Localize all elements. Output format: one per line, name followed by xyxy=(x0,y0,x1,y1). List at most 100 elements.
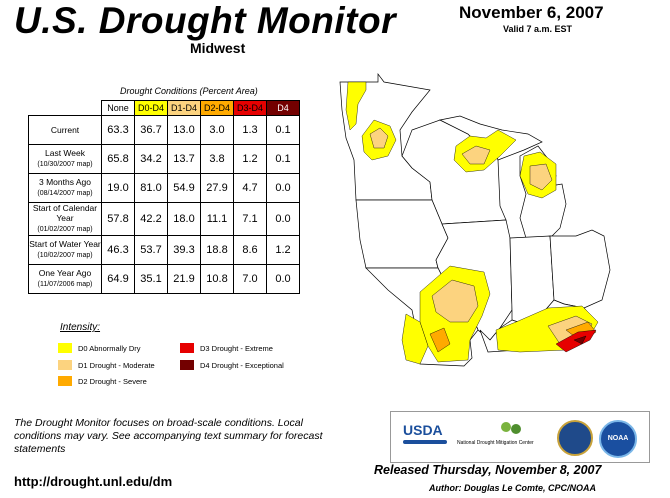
row-label: Last Week (10/30/2007 map) xyxy=(28,144,102,174)
legend-swatch xyxy=(58,360,72,370)
row-label: Current xyxy=(28,115,102,145)
row-label: 3 Months Ago (08/14/2007 map) xyxy=(28,173,102,203)
table-row-start-calendar-year: Start of Calendar Year (01/02/2007 map) 5… xyxy=(28,202,300,236)
d0-area-nw-minnesota xyxy=(345,81,367,131)
d2-area-missouri-illinois xyxy=(429,327,451,353)
cell-d2: 11.1 xyxy=(200,202,234,236)
header-none: None xyxy=(101,100,135,116)
legend-item-d3: D3 Drought - Extreme xyxy=(180,343,273,353)
cell-d2: 10.8 xyxy=(200,264,234,294)
disclaimer-note: The Drought Monitor focuses on broad-sca… xyxy=(14,417,323,455)
legend-title: Intensity: xyxy=(60,322,101,333)
table-row-current: Current 63.3 36.7 13.0 3.0 1.3 0.1 xyxy=(28,115,300,145)
legend-swatch xyxy=(58,376,72,386)
row-label: Start of Water Year (10/02/2007 map) xyxy=(28,235,102,265)
legend-swatch xyxy=(180,360,194,370)
cell-d1: 13.0 xyxy=(167,115,201,145)
row-label: One Year Ago (11/07/2006 map) xyxy=(28,264,102,294)
table-caption: Drought Conditions (Percent Area) xyxy=(120,86,258,96)
legend-item-d0: D0 Abnormally Dry xyxy=(58,343,141,353)
table-row-last-week: Last Week (10/30/2007 map) 65.8 34.2 13.7… xyxy=(28,144,300,174)
cell-d4: 0.0 xyxy=(266,202,300,236)
valid-time: Valid 7 a.m. EST xyxy=(503,24,573,34)
header-d2-d4: D2-D4 xyxy=(200,100,234,116)
cell-none: 63.3 xyxy=(101,115,135,145)
header-d3-d4: D3-D4 xyxy=(233,100,267,116)
cell-none: 64.9 xyxy=(101,264,135,294)
cell-d3: 1.3 xyxy=(233,115,267,145)
cell-d3: 7.1 xyxy=(233,202,267,236)
header-d1-d4: D1-D4 xyxy=(167,100,201,116)
legend-item-d4: D4 Drought - Exceptional xyxy=(180,360,284,370)
website-link[interactable]: http://drought.unl.edu/dm xyxy=(14,474,173,489)
cell-d2: 18.8 xyxy=(200,235,234,265)
cell-none: 19.0 xyxy=(101,173,135,203)
cell-d1: 21.9 xyxy=(167,264,201,294)
commerce-seal-icon xyxy=(557,420,593,456)
cell-d4: 0.0 xyxy=(266,264,300,294)
legend-item-d1: D1 Drought - Moderate xyxy=(58,360,155,370)
noaa-logo: NOAA xyxy=(599,420,637,458)
author-credit: Author: Douglas Le Comte, CPC/NOAA xyxy=(429,483,597,493)
d1-area-lower-michigan xyxy=(529,163,553,191)
cell-d1: 13.7 xyxy=(167,144,201,174)
cell-d0: 81.0 xyxy=(134,173,168,203)
cell-none: 65.8 xyxy=(101,144,135,174)
cell-d0: 35.1 xyxy=(134,264,168,294)
legend-label: D4 Drought - Exceptional xyxy=(200,360,284,370)
table-header-row: None D0-D4 D1-D4 D2-D4 D3-D4 D4 xyxy=(29,100,300,116)
cell-d0: 53.7 xyxy=(134,235,168,265)
legend-swatch xyxy=(180,343,194,353)
legend-label: D1 Drought - Moderate xyxy=(78,360,155,370)
cell-d1: 54.9 xyxy=(167,173,201,203)
d4-area-kentucky xyxy=(573,335,587,345)
d1-area-mn-wi xyxy=(369,127,389,149)
state-ohio xyxy=(549,229,611,309)
table-row-start-water-year: Start of Water Year (10/02/2007 map) 46.3… xyxy=(28,235,300,265)
page-title: U.S. Drought Monitor xyxy=(14,0,396,41)
cell-d4: 0.0 xyxy=(266,173,300,203)
cell-d0: 36.7 xyxy=(134,115,168,145)
cell-d3: 8.6 xyxy=(233,235,267,265)
legend-item-d2: D2 Drought - Severe xyxy=(58,376,147,386)
d1-area-up-michigan xyxy=(461,145,491,165)
row-label: Start of Calendar Year (01/02/2007 map) xyxy=(28,202,102,236)
legend-label: D0 Abnormally Dry xyxy=(78,343,141,353)
cell-d0: 42.2 xyxy=(134,202,168,236)
cell-d0: 34.2 xyxy=(134,144,168,174)
cell-d2: 3.8 xyxy=(200,144,234,174)
cell-d3: 1.2 xyxy=(233,144,267,174)
cell-none: 57.8 xyxy=(101,202,135,236)
region-label: Midwest xyxy=(190,40,246,56)
d1-area-missouri-illinois xyxy=(431,279,479,323)
legend-label: D2 Drought - Severe xyxy=(78,376,147,386)
usda-logo: USDA xyxy=(403,422,443,438)
d0-area-sw-missouri xyxy=(401,313,429,365)
cell-d2: 27.9 xyxy=(200,173,234,203)
logo-panel: USDA National Drought Mitigation Center … xyxy=(390,411,650,463)
usda-swoosh-icon xyxy=(403,440,447,444)
cell-d3: 7.0 xyxy=(233,264,267,294)
legend-label: D3 Drought - Extreme xyxy=(200,343,273,353)
midwest-drought-map xyxy=(339,72,611,367)
cell-d3: 4.7 xyxy=(233,173,267,203)
cell-d4: 0.1 xyxy=(266,144,300,174)
legend-swatch xyxy=(58,343,72,353)
table-corner xyxy=(29,101,102,116)
ndmc-tree-icon xyxy=(501,422,525,438)
table-row-3-months-ago: 3 Months Ago (08/14/2007 map) 19.0 81.0 5… xyxy=(28,173,300,203)
cell-d2: 3.0 xyxy=(200,115,234,145)
ndmc-logo: National Drought Mitigation Center xyxy=(457,440,534,446)
map-date: November 6, 2007 xyxy=(459,3,604,22)
header-d0-d4: D0-D4 xyxy=(134,100,168,116)
header-d4: D4 xyxy=(266,100,300,116)
cell-d4: 1.2 xyxy=(266,235,300,265)
release-date: Released Thursday, November 8, 2007 xyxy=(374,463,602,477)
cell-d4: 0.1 xyxy=(266,115,300,145)
drought-conditions-table: None D0-D4 D1-D4 D2-D4 D3-D4 D4 Current … xyxy=(28,100,300,294)
state-iowa xyxy=(355,199,449,269)
cell-d1: 18.0 xyxy=(167,202,201,236)
cell-d1: 39.3 xyxy=(167,235,201,265)
table-row-one-year-ago: One Year Ago (11/07/2006 map) 64.9 35.1 2… xyxy=(28,264,300,294)
cell-none: 46.3 xyxy=(101,235,135,265)
